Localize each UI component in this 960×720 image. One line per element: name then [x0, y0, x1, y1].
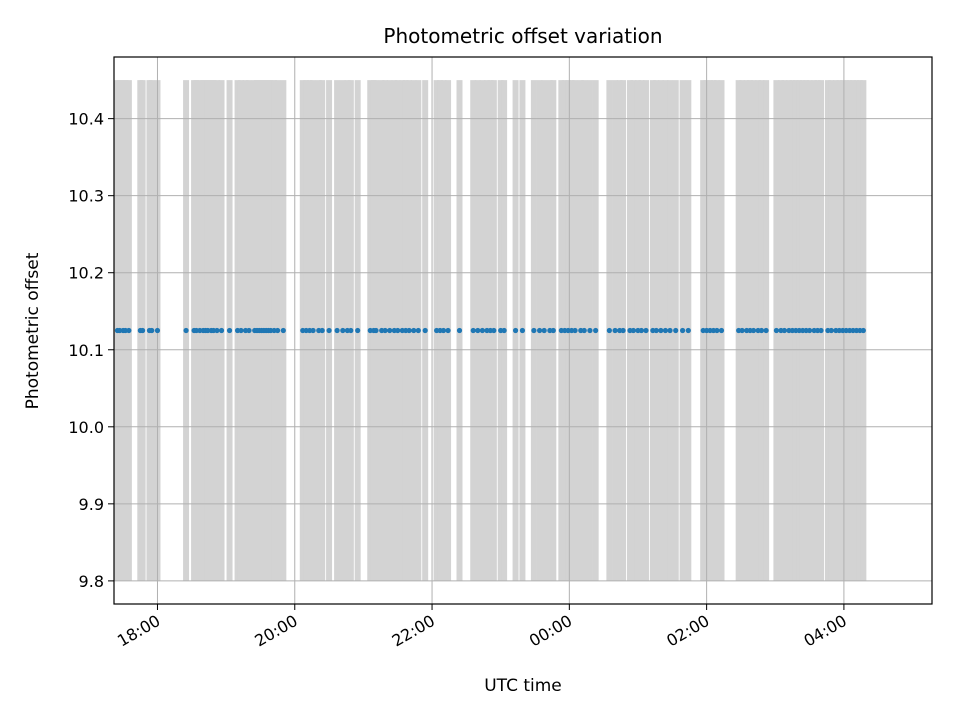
- x-axis-label: UTC time: [484, 676, 562, 696]
- data-point: [828, 327, 834, 334]
- data-point: [382, 327, 388, 334]
- data-point: [550, 327, 556, 334]
- data-point: [411, 327, 417, 334]
- data-point: [275, 327, 281, 334]
- data-point: [638, 327, 645, 334]
- data-point: [643, 327, 649, 334]
- data-point: [781, 327, 788, 334]
- y-tick-label: 9.8: [79, 572, 104, 591]
- data-point: [373, 327, 379, 334]
- y-axis-label: Photometric offset: [23, 252, 43, 409]
- y-tick-label: 10.3: [68, 187, 104, 206]
- data-point: [512, 327, 519, 334]
- y-tick-label: 10.4: [68, 110, 104, 129]
- data-point: [679, 327, 686, 334]
- data-point: [479, 327, 485, 334]
- data-point: [758, 327, 765, 334]
- data-point: [491, 327, 497, 334]
- data-point: [475, 327, 481, 334]
- data-point: [818, 327, 824, 334]
- y-tick-label: 10.1: [68, 341, 104, 360]
- data-point: [718, 327, 725, 334]
- data-point: [126, 327, 132, 334]
- data-point: [395, 327, 401, 334]
- data-point: [685, 327, 691, 334]
- data-point: [334, 327, 340, 334]
- data-point: [149, 327, 155, 334]
- y-tick-label: 9.9: [79, 495, 104, 514]
- data-point: [387, 327, 393, 334]
- data-point: [445, 327, 451, 334]
- data-point: [440, 327, 447, 334]
- data-point: [246, 327, 252, 334]
- data-point: [183, 327, 189, 334]
- data-point: [593, 327, 599, 334]
- data-point: [667, 327, 673, 334]
- data-point: [326, 327, 332, 334]
- data-point: [630, 327, 637, 334]
- data-point: [519, 327, 526, 334]
- data-point: [319, 327, 325, 334]
- data-point: [714, 327, 720, 334]
- data-point: [763, 327, 769, 334]
- data-point: [226, 327, 233, 334]
- data-point: [310, 327, 316, 334]
- data-point: [501, 327, 507, 334]
- data-point: [653, 327, 659, 334]
- y-axis: 9.8 9.9 10.0 10.1 10.2 10.3 10.4: [68, 110, 114, 591]
- data-point: [355, 327, 361, 334]
- points-layer: [114, 327, 866, 334]
- data-point: [415, 327, 421, 334]
- data-point: [673, 327, 679, 334]
- data-point: [140, 327, 146, 334]
- data-point: [406, 327, 412, 334]
- data-point: [348, 327, 354, 334]
- data-point: [456, 327, 463, 334]
- y-tick-label: 10.2: [68, 264, 104, 283]
- data-point: [214, 327, 220, 334]
- data-point: [280, 327, 286, 334]
- data-point: [773, 327, 780, 334]
- data-point: [739, 327, 745, 334]
- data-point: [541, 327, 547, 334]
- data-point: [620, 327, 626, 334]
- data-point: [422, 327, 428, 334]
- data-point: [154, 327, 161, 334]
- data-point: [572, 327, 578, 334]
- data-point: [581, 327, 587, 334]
- plot-frame: [113, 56, 933, 605]
- data-point: [587, 327, 593, 334]
- data-point: [340, 327, 346, 334]
- data-point: [662, 327, 669, 334]
- data-point: [218, 327, 225, 334]
- data-point: [470, 327, 476, 334]
- data-point: [531, 327, 537, 334]
- chart-title: Photometric offset variation: [383, 24, 662, 48]
- y-tick-label: 10.0: [68, 418, 104, 437]
- data-point: [860, 327, 866, 334]
- data-point: [238, 327, 244, 334]
- data-point: [606, 327, 612, 334]
- data-point: [806, 327, 813, 334]
- data-point: [536, 327, 543, 334]
- data-point: [658, 327, 664, 334]
- data-point: [750, 327, 757, 334]
- data-point: [612, 327, 618, 334]
